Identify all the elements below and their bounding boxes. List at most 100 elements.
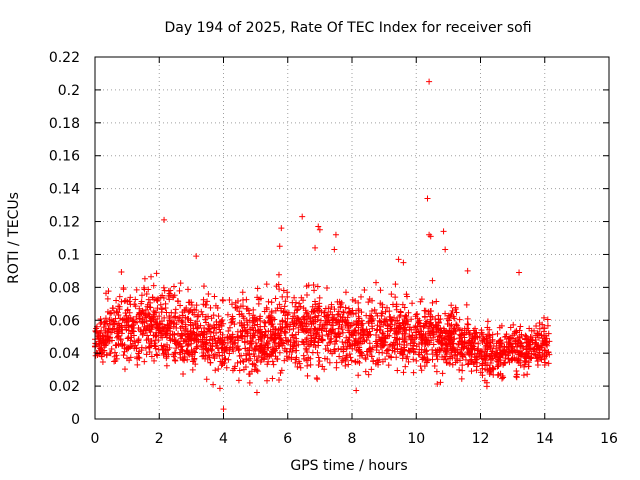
data-point (228, 301, 235, 308)
data-point (103, 352, 110, 359)
data-point (423, 338, 430, 345)
grid-layer (95, 57, 609, 419)
data-point (444, 320, 451, 327)
data-point (107, 310, 114, 317)
data-point (520, 372, 527, 379)
data-point (332, 348, 339, 355)
data-point (146, 324, 153, 331)
data-point (210, 381, 217, 388)
outlier-point (276, 243, 283, 250)
data-point (152, 345, 159, 352)
data-point (277, 321, 284, 328)
data-point (161, 287, 168, 294)
data-point (396, 324, 403, 331)
data-point (468, 368, 475, 375)
data-point (268, 308, 275, 315)
data-point (360, 332, 367, 339)
data-point (542, 347, 549, 354)
data-point (118, 326, 125, 333)
data-point (452, 306, 459, 313)
data-point (193, 307, 200, 314)
data-point (277, 305, 284, 312)
data-point (265, 327, 272, 334)
data-point (135, 354, 142, 361)
data-point (472, 325, 479, 332)
data-point (382, 308, 389, 315)
outlier-point (161, 216, 168, 223)
data-point (204, 298, 211, 305)
data-point (216, 385, 223, 392)
data-point (191, 348, 198, 355)
data-point (521, 363, 528, 370)
data-point (200, 331, 207, 338)
data-point (524, 371, 531, 378)
data-point (135, 337, 142, 344)
data-point (509, 356, 516, 363)
data-point (386, 342, 393, 349)
data-point (268, 335, 275, 342)
data-point (339, 329, 346, 336)
data-point (205, 352, 212, 359)
data-point (160, 343, 167, 350)
data-point (191, 330, 198, 337)
data-point (201, 339, 208, 346)
data-point (246, 379, 253, 386)
data-point (219, 316, 226, 323)
data-point (513, 327, 520, 334)
data-point (103, 341, 110, 348)
data-point (344, 320, 351, 327)
data-point (278, 367, 285, 374)
data-point (437, 324, 444, 331)
data-point (246, 326, 253, 333)
data-point (464, 361, 471, 368)
data-point (475, 340, 482, 347)
data-point (373, 327, 380, 334)
data-point (154, 352, 161, 359)
data-point (489, 364, 496, 371)
outlier-point (424, 195, 431, 202)
data-point (146, 343, 153, 350)
data-point (163, 309, 170, 316)
data-point (468, 356, 475, 363)
data-point (125, 327, 132, 334)
data-point (442, 341, 449, 348)
data-point (301, 315, 308, 322)
data-point (124, 306, 131, 313)
data-point (338, 346, 345, 353)
data-point (388, 317, 395, 324)
data-point (424, 351, 431, 358)
data-point (124, 345, 131, 352)
data-point (271, 331, 278, 338)
data-point (313, 375, 320, 382)
data-point (102, 290, 109, 297)
data-point (379, 330, 386, 337)
data-point (272, 326, 279, 333)
y-tick-label: 0.2 (58, 83, 80, 99)
data-point (286, 326, 293, 333)
data-point (335, 325, 342, 332)
data-point (199, 330, 206, 337)
data-point (151, 340, 158, 347)
data-point (292, 359, 299, 366)
data-point (545, 330, 552, 337)
data-point (311, 287, 318, 294)
data-point (474, 353, 481, 360)
data-point (127, 301, 134, 308)
data-point (141, 323, 148, 330)
data-point (225, 327, 232, 334)
data-point (541, 361, 548, 368)
data-point (293, 354, 300, 361)
data-point (141, 275, 148, 282)
data-point (145, 296, 152, 303)
data-point (428, 337, 435, 344)
data-point (282, 334, 289, 341)
data-point (452, 327, 459, 334)
data-point (193, 325, 200, 332)
data-point (509, 348, 516, 355)
data-point (272, 353, 279, 360)
data-point (215, 349, 222, 356)
data-point (416, 351, 423, 358)
data-point (243, 296, 250, 303)
data-point (410, 356, 417, 363)
data-point (423, 319, 430, 326)
